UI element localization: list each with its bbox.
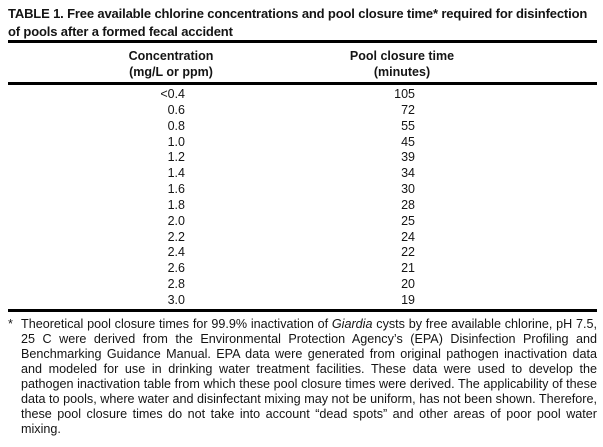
footnote-text-before: Theoretical pool closure times for 99.9%… bbox=[21, 317, 332, 331]
table-body: <0.4 105 0.6 72 0.8 55 1.0 45 1.2 39 1.4… bbox=[8, 87, 597, 309]
concentration-cell: 2.8 bbox=[167, 277, 185, 292]
minutes-cell: 20 bbox=[401, 277, 415, 292]
minutes-cell: 22 bbox=[401, 245, 415, 260]
minutes-cell: 19 bbox=[401, 292, 415, 307]
concentration-cell: 1.2 bbox=[167, 150, 185, 165]
column-header-concentration-unit: (mg/L or ppm) bbox=[129, 65, 213, 79]
table-row: 2.6 21 bbox=[8, 261, 597, 277]
minutes-cell: 45 bbox=[401, 134, 415, 149]
concentration-cell: 1.0 bbox=[167, 134, 185, 149]
column-header-concentration: Concentration (mg/L or ppm) bbox=[61, 48, 281, 80]
table-row: 0.6 72 bbox=[8, 103, 597, 119]
minutes-cell: 28 bbox=[401, 197, 415, 212]
concentration-cell: 3.0 bbox=[167, 292, 185, 307]
table-row: <0.4 105 bbox=[8, 87, 597, 103]
table-row: 1.8 28 bbox=[8, 198, 597, 214]
concentration-cell: <0.4 bbox=[160, 87, 185, 101]
table-row: 0.8 55 bbox=[8, 119, 597, 135]
concentration-cell: 0.6 bbox=[167, 102, 185, 117]
table-row: 3.0 19 bbox=[8, 293, 597, 309]
concentration-cell: 1.6 bbox=[167, 182, 185, 197]
rule-below-headers bbox=[8, 82, 597, 85]
table-row: 1.2 39 bbox=[8, 150, 597, 166]
concentration-cell: 1.4 bbox=[167, 166, 185, 181]
footnote-italic-term: Giardia bbox=[331, 317, 373, 331]
footnote-asterisk: * bbox=[8, 317, 13, 331]
minutes-cell: 25 bbox=[401, 213, 415, 228]
minutes-cell: 34 bbox=[401, 166, 415, 181]
rule-above-footnote bbox=[8, 309, 597, 312]
table-row: 1.0 45 bbox=[8, 135, 597, 151]
concentration-cell: 2.6 bbox=[167, 261, 185, 276]
minutes-cell: 30 bbox=[401, 182, 415, 197]
table-title: TABLE 1. Free available chlorine concent… bbox=[8, 6, 588, 39]
column-header-pool-closure-time-unit: (minutes) bbox=[373, 65, 431, 79]
table-row: 1.6 30 bbox=[8, 182, 597, 198]
table-row: 2.8 20 bbox=[8, 277, 597, 293]
concentration-cell: 2.2 bbox=[167, 229, 185, 244]
rule-below-title bbox=[8, 40, 597, 43]
table-row: 2.0 25 bbox=[8, 214, 597, 230]
column-header-pool-closure-time-title: Pool closure time bbox=[349, 49, 455, 63]
table-row: 1.4 34 bbox=[8, 166, 597, 182]
minutes-cell: 39 bbox=[401, 150, 415, 165]
table-row: 2.4 22 bbox=[8, 245, 597, 261]
minutes-cell: 55 bbox=[401, 118, 415, 133]
minutes-cell: 24 bbox=[401, 229, 415, 244]
column-header-pool-closure-time: Pool closure time (minutes) bbox=[292, 48, 512, 80]
concentration-cell: 1.8 bbox=[167, 197, 185, 212]
footnote-text-after: cysts by free available chlorine, pH 7.5… bbox=[21, 317, 598, 436]
minutes-cell: 72 bbox=[401, 102, 415, 117]
concentration-cell: 2.4 bbox=[167, 245, 185, 260]
minutes-cell: 105 bbox=[394, 87, 415, 101]
column-header-concentration-title: Concentration bbox=[128, 49, 214, 63]
concentration-cell: 2.0 bbox=[167, 213, 185, 228]
concentration-cell: 0.8 bbox=[167, 118, 185, 133]
minutes-cell: 21 bbox=[401, 261, 415, 276]
table-row: 2.2 24 bbox=[8, 230, 597, 246]
table-footnote: * Theoretical pool closure times for 99.9… bbox=[8, 317, 597, 437]
